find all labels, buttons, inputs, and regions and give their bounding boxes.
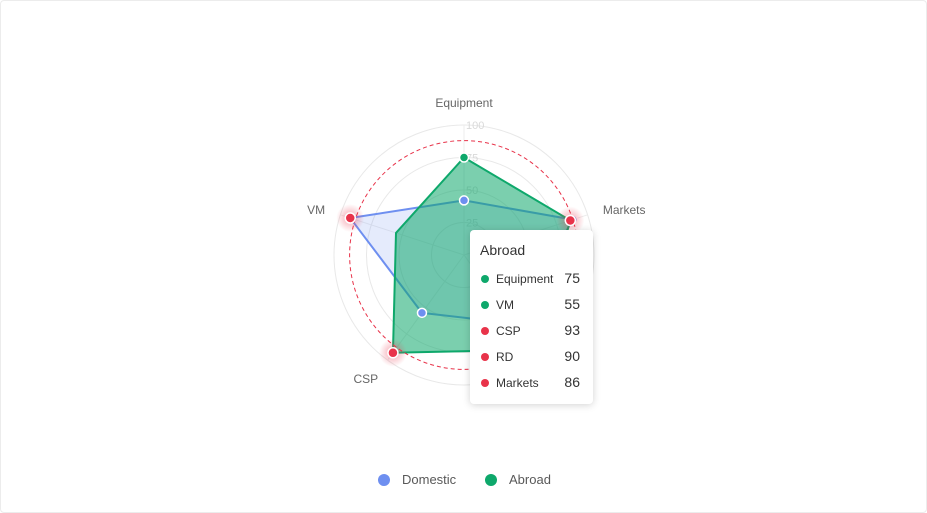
legend: Domestic Abroad — [0, 470, 927, 490]
data-point-abroad-equipment — [458, 152, 470, 163]
highlight-point-markets — [564, 214, 577, 227]
legend-marker — [485, 474, 497, 486]
tooltip-row-name: Markets — [496, 376, 539, 390]
tooltip-row-name: RD — [496, 350, 514, 364]
tooltip-dot — [481, 353, 489, 361]
tooltip-row-name: CSP — [496, 324, 521, 338]
tooltip-row-value: 75 — [564, 270, 580, 286]
highlight-point-vm — [344, 212, 357, 224]
data-point-domestic-csp — [416, 307, 428, 319]
legend-label: Domestic — [402, 472, 457, 487]
indicator-label-markets: Markets — [603, 203, 646, 217]
indicator-label-vm: VM — [307, 203, 325, 217]
tooltip-dot — [481, 327, 489, 335]
tooltip-row-name: VM — [496, 298, 514, 312]
highlight-point-csp — [387, 347, 399, 359]
tooltip-dot — [481, 301, 489, 309]
tooltip-row: VM 55 — [480, 292, 583, 318]
tooltip-row-value: 93 — [564, 322, 580, 338]
tooltip-row-value: 55 — [564, 296, 580, 312]
tooltip-title: Abroad — [480, 242, 526, 258]
tooltip-dot — [481, 379, 489, 387]
tooltip-row-value: 86 — [564, 374, 580, 390]
tooltip-row: CSP 93 — [480, 318, 583, 344]
tooltip-row: Equipment 75 — [480, 266, 583, 292]
tooltip-dot — [481, 275, 489, 283]
tooltip-row: Markets 86 — [480, 370, 583, 396]
indicator-label-csp: CSP — [353, 372, 378, 386]
data-point-domestic-equipment — [458, 195, 470, 206]
legend-marker — [378, 474, 390, 486]
indicator-label-equipment: Equipment — [435, 96, 493, 110]
tooltip-row: RD 90 — [480, 344, 583, 370]
tooltip-row-value: 90 — [564, 348, 580, 364]
legend-label: Abroad — [509, 472, 551, 487]
radial-tick-label: 100 — [466, 120, 484, 132]
tooltip-row-name: Equipment — [496, 272, 554, 286]
tooltip: Abroad Equipment 75 VM 55 CSP 93 RD 90 M… — [470, 230, 593, 404]
